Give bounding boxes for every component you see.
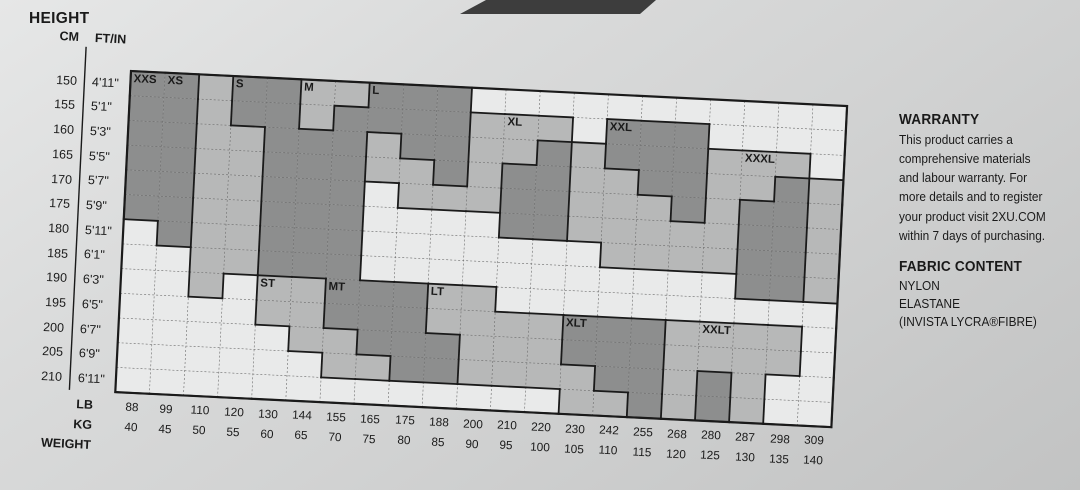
svg-text:LT: LT: [431, 286, 445, 299]
svg-text:XXLT: XXLT: [702, 324, 731, 337]
svg-text:L: L: [372, 85, 380, 97]
svg-text:XXL: XXL: [609, 121, 632, 134]
svg-text:XS: XS: [167, 75, 183, 88]
svg-text:XXXL: XXXL: [745, 153, 776, 166]
svg-text:S: S: [236, 78, 245, 90]
svg-text:ST: ST: [260, 277, 275, 290]
svg-text:XXS: XXS: [133, 73, 157, 86]
svg-text:XL: XL: [507, 116, 522, 129]
svg-text:XLT: XLT: [566, 317, 587, 330]
svg-text:M: M: [304, 81, 314, 93]
svg-text:MT: MT: [328, 281, 345, 294]
